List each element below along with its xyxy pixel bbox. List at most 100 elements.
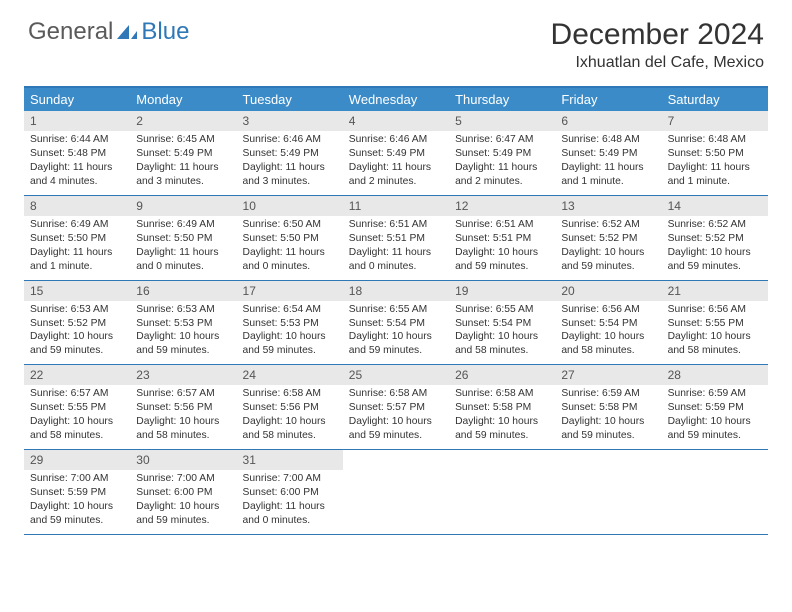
calendar-day: 21Sunrise: 6:56 AMSunset: 5:55 PMDayligh… [662,281,768,365]
calendar-day: 26Sunrise: 6:58 AMSunset: 5:58 PMDayligh… [449,365,555,449]
day-number: 15 [24,281,130,301]
calendar-week: 8Sunrise: 6:49 AMSunset: 5:50 PMDaylight… [24,196,768,281]
sunrise-text: Sunrise: 6:58 AM [349,387,443,401]
daylight-text: Daylight: 10 hours and 59 minutes. [136,330,230,358]
calendar-day: 29Sunrise: 7:00 AMSunset: 5:59 PMDayligh… [24,450,130,534]
sunset-text: Sunset: 5:58 PM [455,401,549,415]
daylight-text: Daylight: 10 hours and 58 minutes. [668,330,762,358]
sunset-text: Sunset: 5:54 PM [349,317,443,331]
day-number: 7 [662,111,768,131]
sunset-text: Sunset: 5:53 PM [243,317,337,331]
day-number: 22 [24,365,130,385]
calendar-week: 1Sunrise: 6:44 AMSunset: 5:48 PMDaylight… [24,111,768,196]
sunrise-text: Sunrise: 6:51 AM [349,218,443,232]
sunset-text: Sunset: 5:50 PM [243,232,337,246]
sunrise-text: Sunrise: 6:59 AM [668,387,762,401]
sunset-text: Sunset: 5:49 PM [136,147,230,161]
sunrise-text: Sunrise: 6:54 AM [243,303,337,317]
calendar-day: 27Sunrise: 6:59 AMSunset: 5:58 PMDayligh… [555,365,661,449]
day-number: 18 [343,281,449,301]
daylight-text: Daylight: 11 hours and 1 minute. [668,161,762,189]
daylight-text: Daylight: 10 hours and 58 minutes. [243,415,337,443]
day-body: Sunrise: 6:56 AMSunset: 5:55 PMDaylight:… [662,301,768,365]
sunrise-text: Sunrise: 6:50 AM [243,218,337,232]
day-number: 16 [130,281,236,301]
dow-monday: Monday [130,88,236,111]
day-number: 21 [662,281,768,301]
dow-sunday: Sunday [24,88,130,111]
day-body: Sunrise: 6:55 AMSunset: 5:54 PMDaylight:… [343,301,449,365]
sunrise-text: Sunrise: 6:49 AM [30,218,124,232]
daylight-text: Daylight: 10 hours and 59 minutes. [136,500,230,528]
sunset-text: Sunset: 5:56 PM [136,401,230,415]
daylight-text: Daylight: 11 hours and 0 minutes. [349,246,443,274]
daylight-text: Daylight: 10 hours and 59 minutes. [349,415,443,443]
sunset-text: Sunset: 5:52 PM [30,317,124,331]
sunset-text: Sunset: 5:59 PM [668,401,762,415]
daylight-text: Daylight: 11 hours and 1 minute. [561,161,655,189]
day-body: Sunrise: 6:48 AMSunset: 5:50 PMDaylight:… [662,131,768,195]
calendar-day: 22Sunrise: 6:57 AMSunset: 5:55 PMDayligh… [24,365,130,449]
daylight-text: Daylight: 10 hours and 58 minutes. [30,415,124,443]
sunrise-text: Sunrise: 7:00 AM [30,472,124,486]
day-number: 3 [237,111,343,131]
sunset-text: Sunset: 5:51 PM [349,232,443,246]
day-number: 9 [130,196,236,216]
calendar-day: 14Sunrise: 6:52 AMSunset: 5:52 PMDayligh… [662,196,768,280]
sunrise-text: Sunrise: 6:53 AM [30,303,124,317]
calendar-grid: Sunday Monday Tuesday Wednesday Thursday… [24,86,768,535]
day-body: Sunrise: 6:59 AMSunset: 5:58 PMDaylight:… [555,385,661,449]
day-body: Sunrise: 6:58 AMSunset: 5:57 PMDaylight:… [343,385,449,449]
day-body: Sunrise: 6:52 AMSunset: 5:52 PMDaylight:… [662,216,768,280]
day-body: Sunrise: 6:49 AMSunset: 5:50 PMDaylight:… [24,216,130,280]
day-body: Sunrise: 6:50 AMSunset: 5:50 PMDaylight:… [237,216,343,280]
calendar-week: 29Sunrise: 7:00 AMSunset: 5:59 PMDayligh… [24,450,768,535]
day-body: Sunrise: 6:46 AMSunset: 5:49 PMDaylight:… [237,131,343,195]
calendar-day: 1Sunrise: 6:44 AMSunset: 5:48 PMDaylight… [24,111,130,195]
daylight-text: Daylight: 10 hours and 59 minutes. [349,330,443,358]
calendar-day: 8Sunrise: 6:49 AMSunset: 5:50 PMDaylight… [24,196,130,280]
day-body: Sunrise: 6:49 AMSunset: 5:50 PMDaylight:… [130,216,236,280]
calendar-day: 17Sunrise: 6:54 AMSunset: 5:53 PMDayligh… [237,281,343,365]
sunrise-text: Sunrise: 6:52 AM [561,218,655,232]
sunrise-text: Sunrise: 6:48 AM [668,133,762,147]
sunset-text: Sunset: 5:49 PM [561,147,655,161]
day-number: 27 [555,365,661,385]
day-number: 4 [343,111,449,131]
day-body: Sunrise: 6:46 AMSunset: 5:49 PMDaylight:… [343,131,449,195]
calendar-day: 12Sunrise: 6:51 AMSunset: 5:51 PMDayligh… [449,196,555,280]
daylight-text: Daylight: 11 hours and 3 minutes. [136,161,230,189]
sunrise-text: Sunrise: 6:56 AM [668,303,762,317]
day-body: Sunrise: 6:45 AMSunset: 5:49 PMDaylight:… [130,131,236,195]
daylight-text: Daylight: 10 hours and 59 minutes. [668,415,762,443]
day-body: Sunrise: 6:47 AMSunset: 5:49 PMDaylight:… [449,131,555,195]
calendar-day: 16Sunrise: 6:53 AMSunset: 5:53 PMDayligh… [130,281,236,365]
sunrise-text: Sunrise: 7:00 AM [243,472,337,486]
day-body: Sunrise: 6:58 AMSunset: 5:58 PMDaylight:… [449,385,555,449]
day-number: 12 [449,196,555,216]
daylight-text: Daylight: 11 hours and 0 minutes. [243,500,337,528]
calendar-day: 6Sunrise: 6:48 AMSunset: 5:49 PMDaylight… [555,111,661,195]
calendar-day: 7Sunrise: 6:48 AMSunset: 5:50 PMDaylight… [662,111,768,195]
sunset-text: Sunset: 5:59 PM [30,486,124,500]
day-body: Sunrise: 6:51 AMSunset: 5:51 PMDaylight:… [343,216,449,280]
daylight-text: Daylight: 11 hours and 3 minutes. [243,161,337,189]
day-body: Sunrise: 6:44 AMSunset: 5:48 PMDaylight:… [24,131,130,195]
calendar-day: 31Sunrise: 7:00 AMSunset: 6:00 PMDayligh… [237,450,343,534]
day-number: 2 [130,111,236,131]
dow-saturday: Saturday [662,88,768,111]
calendar-day: 19Sunrise: 6:55 AMSunset: 5:54 PMDayligh… [449,281,555,365]
day-body: Sunrise: 6:53 AMSunset: 5:52 PMDaylight:… [24,301,130,365]
sunset-text: Sunset: 5:54 PM [455,317,549,331]
day-number: 13 [555,196,661,216]
sunset-text: Sunset: 5:48 PM [30,147,124,161]
sunset-text: Sunset: 5:55 PM [668,317,762,331]
day-body: Sunrise: 6:51 AMSunset: 5:51 PMDaylight:… [449,216,555,280]
sunrise-text: Sunrise: 6:44 AM [30,133,124,147]
day-body: Sunrise: 6:54 AMSunset: 5:53 PMDaylight:… [237,301,343,365]
calendar-day: 13Sunrise: 6:52 AMSunset: 5:52 PMDayligh… [555,196,661,280]
sunset-text: Sunset: 5:56 PM [243,401,337,415]
calendar-day: 5Sunrise: 6:47 AMSunset: 5:49 PMDaylight… [449,111,555,195]
sunset-text: Sunset: 6:00 PM [136,486,230,500]
daylight-text: Daylight: 10 hours and 58 minutes. [561,330,655,358]
